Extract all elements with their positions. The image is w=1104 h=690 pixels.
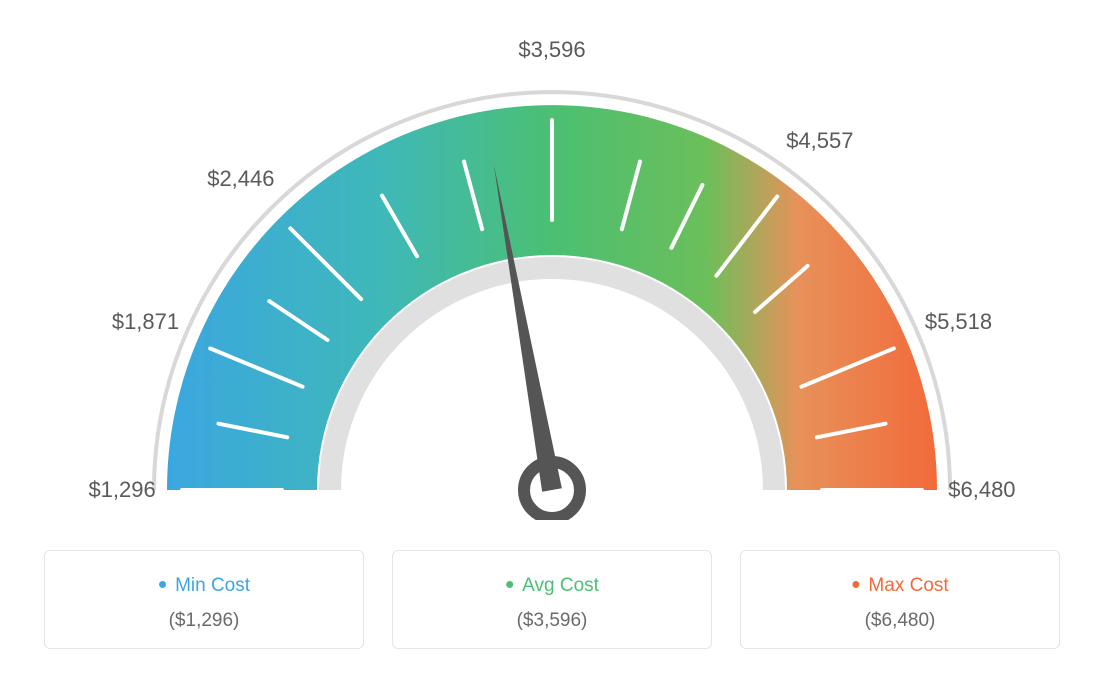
legend-title-avg: Avg Cost [403,569,701,600]
legend-row: Min Cost ($1,296) Avg Cost ($3,596) Max … [20,550,1084,649]
gauge-svg [20,20,1084,520]
legend-value-max: ($6,480) [751,610,1049,632]
gauge-chart: $1,296 $1,871 $2,446 $3,596 $4,557 $5,518 $6,4… [20,20,1084,520]
gauge-tick-label: $3,596 [518,37,585,63]
gauge-tick-label: $4,557 [786,128,853,154]
gauge-tick-label: $1,871 [112,309,179,335]
legend-value-min: ($1,296) [55,610,353,632]
legend-card-max: Max Cost ($6,480) [740,550,1060,649]
gauge-tick-label: $2,446 [207,166,274,192]
legend-card-avg: Avg Cost ($3,596) [392,550,712,649]
gauge-tick-label: $6,480 [948,477,1015,503]
legend-value-avg: ($3,596) [403,610,701,632]
legend-title-max: Max Cost [751,569,1049,600]
legend-card-min: Min Cost ($1,296) [44,550,364,649]
legend-title-min: Min Cost [55,569,353,600]
gauge-tick-label: $1,296 [88,477,155,503]
gauge-tick-label: $5,518 [925,309,992,335]
